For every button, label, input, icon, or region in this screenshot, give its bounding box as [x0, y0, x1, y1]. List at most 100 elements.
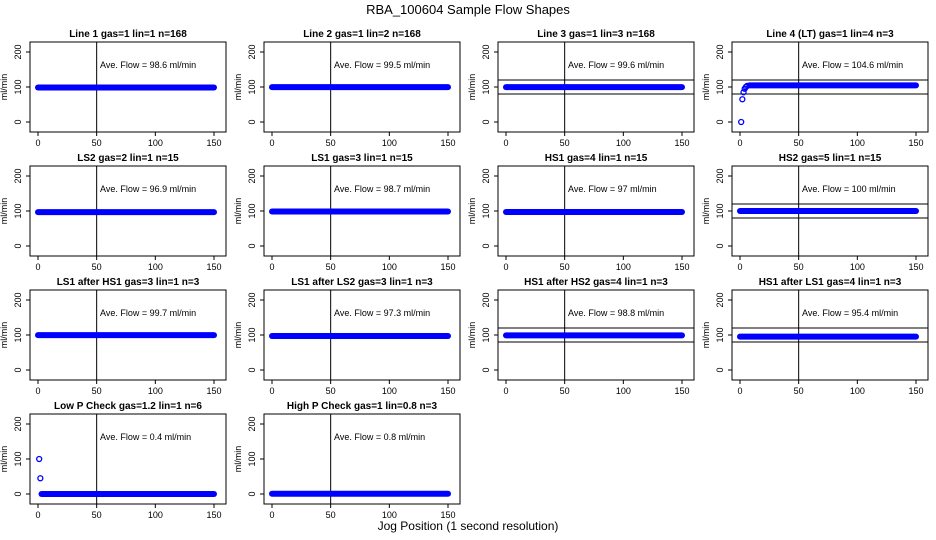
panel-5: LS2 gas=2 lin=1 n=15 ml/min 0 100 200 0 50 100 1…: [0, 153, 227, 272]
y-tick-label: 200: [13, 168, 23, 183]
x-tick-label: 0: [737, 138, 742, 148]
x-tick-label: 100: [382, 510, 397, 520]
x-tick-label: 100: [382, 386, 397, 396]
x-tick-label: 50: [560, 386, 570, 396]
data-point: [37, 475, 44, 482]
data-band: [269, 208, 451, 215]
x-tick-label: 150: [674, 262, 689, 272]
y-tick-label: 200: [13, 416, 23, 431]
x-tick-label: 100: [850, 262, 865, 272]
plot-frame: [29, 413, 227, 505]
y-tick-label: 100: [13, 451, 23, 466]
data-band: [737, 333, 919, 340]
x-tick-label: 0: [503, 262, 508, 272]
average-flow-annotation: Ave. Flow = 100 ml/min: [802, 184, 896, 194]
panel-title: LS1 gas=3 lin=1 n=15: [311, 153, 413, 164]
data-point: [36, 455, 43, 463]
x-tick-label: 100: [616, 262, 631, 272]
x-tick-label: 150: [440, 262, 455, 272]
y-axis-label: ml/min: [0, 322, 9, 349]
y-tick-label: 0: [13, 491, 23, 496]
x-tick-label: 100: [382, 138, 397, 148]
panel-2: Line 2 gas=1 lin=2 n=168 ml/min 0 100 200 0 50…: [233, 29, 461, 148]
panel-title: HS1 after HS2 gas=4 lin=1 n=3: [524, 277, 668, 288]
panel-title: HS1 after LS1 gas=4 lin=1 n=3: [759, 277, 902, 288]
y-axis-label: ml/min: [0, 198, 9, 225]
x-tick-label: 150: [440, 386, 455, 396]
plot-frame: [263, 413, 461, 505]
x-tick-label: 50: [560, 138, 570, 148]
y-axis-label: ml/min: [467, 198, 477, 225]
y-tick-label: 0: [13, 243, 23, 248]
panel-12: HS1 after LS1 gas=4 lin=1 n=3 ml/min 0 100 2…: [701, 277, 929, 396]
panel-8: HS2 gas=5 lin=1 n=15 ml/min 0 100 200 0 50 100 1…: [701, 153, 929, 272]
x-tick-label: 50: [92, 386, 102, 396]
panel-title: LS2 gas=2 lin=1 n=15: [77, 153, 179, 164]
x-tick-label: 100: [850, 386, 865, 396]
average-flow-annotation: Ave. Flow = 99.5 ml/min: [334, 60, 430, 70]
y-tick-label: 0: [247, 491, 257, 496]
x-tick-label: 100: [382, 262, 397, 272]
y-tick-label: 200: [715, 44, 725, 59]
y-axis-label: ml/min: [701, 198, 711, 225]
y-tick-label: 0: [247, 367, 257, 372]
y-tick-label: 0: [481, 119, 491, 124]
data-band: [35, 209, 217, 216]
page-title: RBA_100604 Sample Flow Shapes: [366, 2, 570, 17]
average-flow-annotation: Ave. Flow = 95.4 ml/min: [802, 308, 898, 318]
y-tick-label: 100: [481, 79, 491, 94]
panel-10: LS1 after LS2 gas=3 lin=1 n=3 ml/min 0 100 2…: [233, 277, 461, 396]
y-axis-label: ml/min: [233, 74, 243, 101]
x-tick-label: 150: [674, 386, 689, 396]
y-tick-label: 0: [715, 243, 725, 248]
average-flow-annotation: Ave. Flow = 0.4 ml/min: [100, 432, 191, 442]
x-tick-label: 150: [674, 138, 689, 148]
x-tick-label: 100: [850, 138, 865, 148]
data-point: [738, 118, 745, 126]
average-flow-annotation: Ave. Flow = 104.6 ml/min: [802, 60, 903, 70]
y-tick-label: 200: [247, 44, 257, 59]
x-tick-label: 100: [616, 386, 631, 396]
panel-3: Line 3 gas=1 lin=3 n=168 ml/min 0 100 200 0 50…: [467, 29, 695, 148]
y-axis-label: ml/min: [0, 446, 9, 473]
panel-title: Low P Check gas=1.2 lin=1 n=6: [54, 401, 202, 412]
y-axis-label: ml/min: [233, 322, 243, 349]
y-tick-label: 100: [481, 203, 491, 218]
panel-1: Line 1 gas=1 lin=1 n=168 ml/min 0 100 200 0 50…: [0, 29, 227, 148]
x-tick-label: 0: [269, 138, 274, 148]
y-tick-label: 100: [715, 327, 725, 342]
y-tick-label: 100: [715, 79, 725, 94]
data-band: [503, 84, 685, 91]
x-tick-label: 50: [794, 386, 804, 396]
y-tick-label: 200: [247, 292, 257, 307]
y-axis-label: ml/min: [467, 74, 477, 101]
y-tick-label: 0: [247, 119, 257, 124]
average-flow-annotation: Ave. Flow = 98.7 ml/min: [334, 184, 430, 194]
y-axis-label: ml/min: [701, 322, 711, 349]
x-tick-label: 50: [560, 262, 570, 272]
average-flow-annotation: Ave. Flow = 96.9 ml/min: [100, 184, 196, 194]
x-tick-label: 50: [326, 138, 336, 148]
y-axis-label: ml/min: [701, 74, 711, 101]
data-point: [740, 89, 747, 96]
panel-9: LS1 after HS1 gas=3 lin=1 n=3 ml/min 0 100 2…: [0, 277, 227, 396]
x-tick-label: 100: [148, 138, 163, 148]
x-tick-label: 0: [35, 138, 40, 148]
y-tick-label: 200: [13, 292, 23, 307]
y-axis-label: ml/min: [467, 322, 477, 349]
x-tick-label: 50: [326, 386, 336, 396]
data-band: [35, 84, 217, 91]
y-tick-label: 200: [715, 292, 725, 307]
y-tick-label: 0: [13, 119, 23, 124]
panel-title: HS2 gas=5 lin=1 n=15: [779, 153, 882, 164]
y-tick-label: 100: [715, 203, 725, 218]
y-tick-label: 100: [13, 327, 23, 342]
x-tick-label: 100: [148, 510, 163, 520]
average-flow-annotation: Ave. Flow = 99.6 ml/min: [568, 60, 664, 70]
y-axis-label: ml/min: [233, 446, 243, 473]
x-tick-label: 0: [269, 510, 274, 520]
x-tick-label: 150: [908, 386, 923, 396]
panel-title: LS1 after HS1 gas=3 lin=1 n=3: [57, 277, 200, 288]
x-tick-label: 0: [503, 138, 508, 148]
